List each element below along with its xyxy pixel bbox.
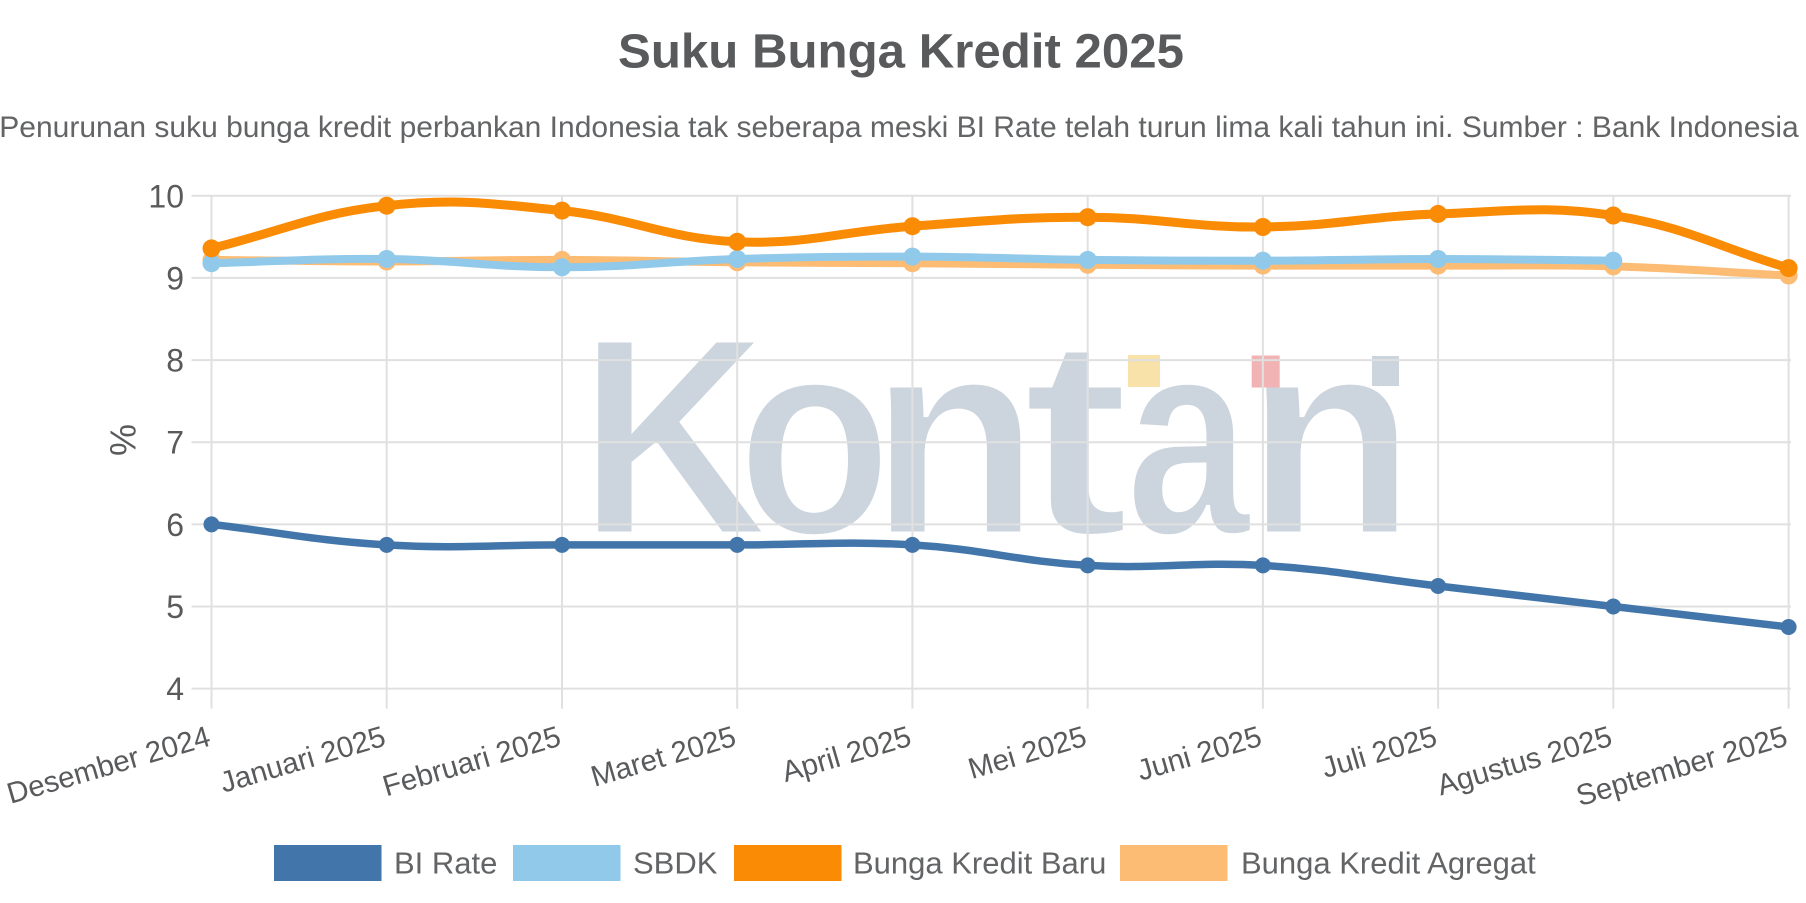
svg-text:9: 9 bbox=[166, 260, 184, 296]
svg-text:a: a bbox=[1126, 279, 1252, 594]
svg-text:Suku Bunga Kredit 2025: Suku Bunga Kredit 2025 bbox=[618, 26, 1184, 79]
svg-text:Maret 2025: Maret 2025 bbox=[587, 720, 739, 794]
svg-text:Bunga Kredit Agregat: Bunga Kredit Agregat bbox=[1241, 846, 1536, 881]
svg-text:5: 5 bbox=[166, 589, 184, 625]
svg-text:Juli 2025: Juli 2025 bbox=[1318, 720, 1441, 785]
svg-text:6: 6 bbox=[166, 507, 184, 543]
svg-text:Bunga Kredit Baru: Bunga Kredit Baru bbox=[853, 846, 1106, 881]
svg-text:Penurunan suku bunga kredit pe: Penurunan suku bunga kredit perbankan In… bbox=[0, 111, 1799, 144]
svg-text:Desember 2024: Desember 2024 bbox=[3, 720, 214, 811]
svg-text:8: 8 bbox=[166, 343, 184, 379]
svg-text:SBDK: SBDK bbox=[633, 846, 718, 881]
svg-text:Mei 2025: Mei 2025 bbox=[964, 720, 1090, 786]
svg-text:Juni 2025: Juni 2025 bbox=[1133, 720, 1265, 788]
svg-text:t: t bbox=[1023, 279, 1130, 594]
svg-text:BI Rate: BI Rate bbox=[394, 846, 497, 881]
svg-text:Januari 2025: Januari 2025 bbox=[216, 720, 389, 800]
svg-text:Februari 2025: Februari 2025 bbox=[379, 720, 565, 803]
svg-text:7: 7 bbox=[166, 425, 184, 461]
svg-text:April 2025: April 2025 bbox=[778, 720, 915, 789]
svg-text:10: 10 bbox=[148, 178, 184, 214]
svg-text:n: n bbox=[1245, 279, 1416, 594]
svg-text:4: 4 bbox=[166, 671, 184, 707]
svg-text:%: % bbox=[103, 424, 144, 456]
